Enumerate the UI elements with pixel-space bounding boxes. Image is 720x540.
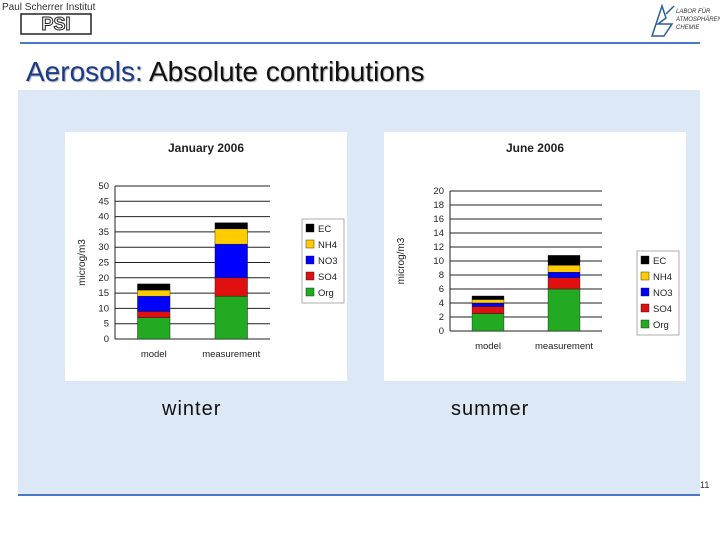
bar-segment [214, 222, 248, 230]
chart-june-svg: June 2006 0 2 4 6 8 10 12 14 16 18 20 microg/m3 model… [396, 141, 680, 352]
y-tick-label: 20 [433, 186, 444, 197]
header-divider [20, 42, 700, 44]
y-tick-label: 4 [439, 298, 444, 309]
bar-segment [137, 295, 171, 312]
bar-segment [547, 277, 581, 290]
y-tick-label: 20 [98, 273, 109, 284]
psi-logo: Paul Scherrer Institut PSI [2, 2, 96, 36]
lac-logo-line: ATMOSPHÄREN- [676, 17, 720, 23]
legend-label: Org [653, 320, 669, 331]
y-tick-label: 2 [439, 312, 444, 323]
label-winter: winter [162, 398, 222, 420]
chart-january-svg: January 2006 0 5 10 15 20 25 30 35 40 45 50 microg/m… [77, 141, 345, 360]
y-tick-label: 0 [104, 334, 109, 345]
bar-segment [137, 283, 171, 291]
bar-segment [471, 313, 505, 332]
slide-title-rest: Absolute contributions [142, 56, 425, 87]
page-number: 11 [700, 480, 710, 490]
y-axis-label: microg/m3 [77, 239, 88, 286]
bar-segment [547, 264, 581, 273]
bar-segment [214, 295, 248, 340]
legend-swatch [640, 271, 650, 281]
psi-logo-name: Paul Scherrer Institut [2, 2, 96, 13]
y-tick-label: 10 [98, 303, 109, 314]
bar-segment [137, 311, 171, 318]
y-tick-label: 8 [439, 270, 444, 281]
legend-swatch [640, 287, 650, 297]
y-tick-label: 45 [98, 196, 109, 207]
legend-label: EC [653, 256, 666, 267]
x-tick-label: model [475, 341, 501, 352]
bar-segment [547, 255, 581, 266]
y-tick-label: 5 [104, 319, 109, 330]
footer-divider [18, 494, 700, 496]
slide-title: Aerosols: Absolute contributions [26, 56, 424, 88]
legend-label: Org [318, 288, 334, 299]
psi-logo-mark-icon: PSI [20, 13, 92, 35]
y-tick-label: 10 [433, 256, 444, 267]
bar-segment [471, 302, 505, 307]
y-tick-label: 40 [98, 212, 109, 223]
legend-label: NO3 [653, 288, 673, 299]
chart-january: January 2006 0 5 10 15 20 25 30 35 40 45 50 microg/m… [65, 132, 347, 381]
psi-logo-mark-text: PSI [41, 14, 70, 34]
bar-segment [471, 306, 505, 314]
chart-title: January 2006 [168, 141, 244, 155]
y-tick-label: 0 [439, 326, 444, 337]
bar-segment [214, 243, 248, 278]
legend-swatch [640, 319, 650, 329]
legend-swatch [305, 223, 315, 233]
legend-swatch [640, 303, 650, 313]
y-tick-label: 15 [98, 288, 109, 299]
y-tick-label: 35 [98, 227, 109, 238]
bar-segment [137, 317, 171, 340]
legend-swatch [305, 287, 315, 297]
legend-swatch [305, 271, 315, 281]
y-tick-label: 14 [433, 228, 444, 239]
bar-segment [214, 228, 248, 245]
chart-title: June 2006 [506, 141, 564, 155]
x-tick-label: measurement [535, 341, 593, 352]
y-tick-label: 12 [433, 242, 444, 253]
label-summer: summer [451, 398, 530, 420]
bar-segment [471, 299, 505, 304]
y-axis-label: microg/m3 [396, 237, 407, 284]
y-tick-label: 16 [433, 214, 444, 225]
legend-swatch [640, 255, 650, 265]
legend-swatch [305, 255, 315, 265]
chart-june: June 2006 0 2 4 6 8 10 12 14 16 18 20 microg/m3 model… [384, 132, 686, 381]
lac-logo: LABOR FÜR ATMOSPHÄREN- CHEMIE [648, 2, 720, 42]
y-tick-label: 18 [433, 200, 444, 211]
lac-logo-line: CHEMIE [676, 25, 700, 31]
lac-logo-mark-icon [650, 3, 675, 37]
legend-label: SO4 [653, 304, 672, 315]
bar-segment [547, 288, 581, 332]
legend-label: NO3 [318, 256, 338, 267]
legend-label: EC [318, 224, 331, 235]
x-tick-label: measurement [202, 349, 260, 360]
y-tick-label: 6 [439, 284, 444, 295]
bar-segment [471, 295, 505, 300]
legend-label: NH4 [653, 272, 672, 283]
y-tick-label: 25 [98, 258, 109, 269]
lac-logo-text: LABOR FÜR ATMOSPHÄREN- CHEMIE [676, 8, 720, 32]
legend-swatch [305, 239, 315, 249]
legend-label: SO4 [318, 272, 337, 283]
bar-segment [137, 289, 171, 297]
bar-segment [547, 271, 581, 278]
legend-label: NH4 [318, 240, 337, 251]
slide-title-topic: Aerosols: [26, 56, 143, 87]
bar-segment [214, 277, 248, 297]
lac-logo-line: LABOR FÜR [676, 9, 711, 15]
y-tick-label: 50 [98, 181, 109, 192]
x-tick-label: model [141, 349, 167, 360]
y-tick-label: 30 [98, 242, 109, 253]
